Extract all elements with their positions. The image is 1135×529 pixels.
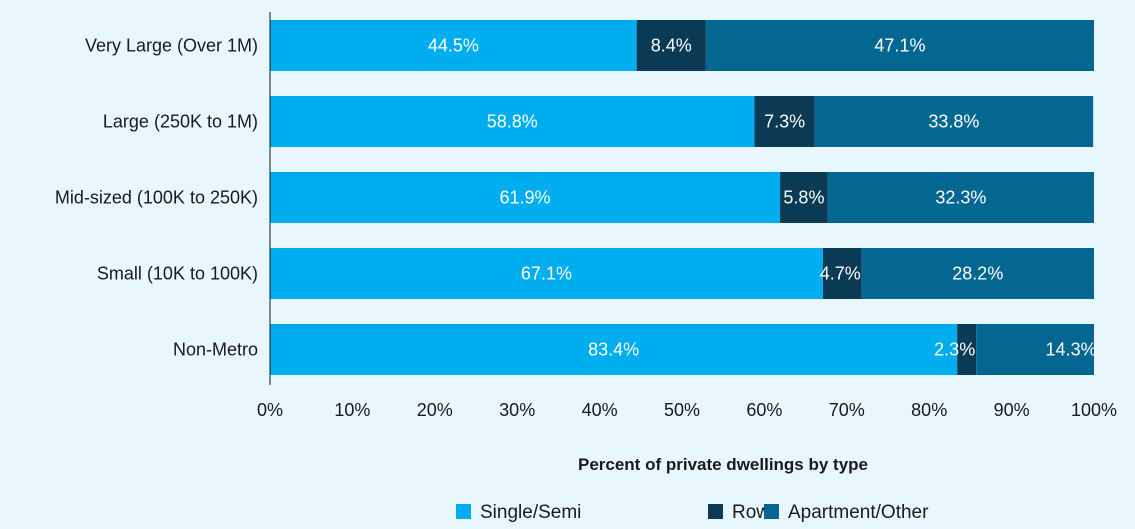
x-tick-label: 20%: [417, 400, 453, 420]
data-label: 67.1%: [521, 264, 572, 284]
x-tick-label: 70%: [829, 400, 865, 420]
legend-swatch: [708, 504, 723, 519]
data-label: 2.3%: [934, 340, 975, 360]
data-label: 4.7%: [820, 264, 861, 284]
bar-segment: [270, 324, 958, 375]
legend: Single/Semi Row Apartment/Other: [456, 502, 929, 523]
category-label: Non-Metro: [173, 340, 258, 360]
x-tick-label: 80%: [911, 400, 947, 420]
x-tick-label: 0%: [257, 400, 283, 420]
x-tick-label: 90%: [994, 400, 1030, 420]
legend-swatch: [456, 504, 471, 519]
data-label: 33.8%: [928, 112, 979, 132]
bar-segment: [814, 96, 1094, 147]
x-tick-label: 30%: [499, 400, 535, 420]
bar-segment: [976, 324, 1094, 375]
data-label: 14.3%: [1046, 340, 1097, 360]
x-tick-labels: 0% 10% 20% 30% 40% 50% 60% 70% 80% 90% 100%: [257, 400, 1117, 420]
data-label: 58.8%: [487, 112, 538, 132]
category-label: Small (10K to 100K): [97, 264, 258, 284]
legend-label: Row: [732, 502, 770, 523]
bar-segment: [636, 20, 706, 71]
bar-segment: [780, 172, 828, 223]
data-label: 47.1%: [874, 36, 925, 56]
legend-swatch: [764, 504, 779, 519]
bar-segment: [861, 248, 1094, 299]
legend-label: Apartment/Other: [788, 502, 929, 523]
category-labels: Very Large (Over 1M) Large (250K to 1M) Mi…: [55, 36, 258, 360]
category-label: Very Large (Over 1M): [85, 36, 258, 56]
x-tick-label: 60%: [746, 400, 782, 420]
data-label: 5.8%: [783, 188, 824, 208]
bar-segment: [270, 248, 823, 299]
x-tick-label: 100%: [1071, 400, 1117, 420]
data-label: 7.3%: [764, 112, 805, 132]
x-tick-label: 50%: [664, 400, 700, 420]
bar-segment: [270, 20, 637, 71]
x-axis-title: Percent of private dwellings by type: [578, 455, 868, 474]
data-label: 83.4%: [588, 340, 639, 360]
bars-layer: 44.5% 8.4% 47.1% 58.8% 7.3% 33.8% 61.9% 5.8% 32.…: [270, 20, 1097, 375]
data-label: 28.2%: [952, 264, 1003, 284]
bar-segment: [827, 172, 1094, 223]
category-label: Mid-sized (100K to 250K): [55, 188, 258, 208]
data-label: 32.3%: [935, 188, 986, 208]
bar-segment: [270, 96, 755, 147]
x-tick-label: 10%: [334, 400, 370, 420]
bar-segment: [822, 248, 862, 299]
data-label: 8.4%: [651, 36, 692, 56]
x-tick-label: 40%: [582, 400, 618, 420]
data-label: 44.5%: [428, 36, 479, 56]
data-label: 61.9%: [500, 188, 551, 208]
bar-segment: [270, 172, 781, 223]
bar-segment: [957, 324, 977, 375]
bar-segment: [705, 20, 1094, 71]
bar-segment: [754, 96, 815, 147]
category-label: Large (250K to 1M): [103, 112, 258, 132]
legend-label: Single/Semi: [480, 502, 581, 523]
